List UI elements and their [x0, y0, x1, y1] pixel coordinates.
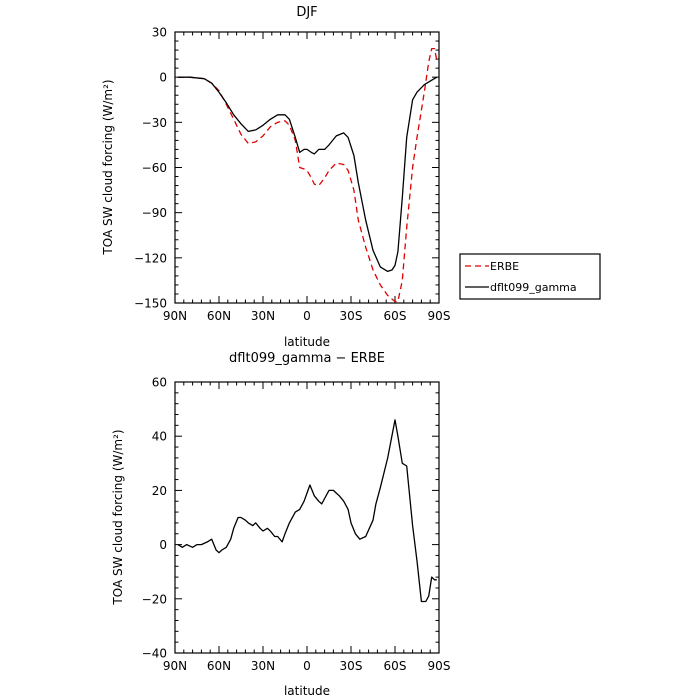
top-panel-ticks: 90N 60N 30N 0 30S 60S 90S 30 0 −30 −60 −90 −120 −150	[134, 26, 450, 324]
bottom-y-tick-label: 20	[152, 484, 167, 498]
top-x-tick-label: 0	[303, 309, 311, 323]
bottom-y-tick-label: −40	[142, 647, 167, 661]
top-x-tick-label: 30N	[251, 309, 275, 323]
bottom-y-tick-label: 0	[159, 538, 167, 552]
bottom-x-tick-label: 60N	[207, 659, 231, 673]
top-panel-ylabel: TOA SW cloud forcing (W/m²)	[101, 79, 115, 255]
bottom-panel-title: dflt099_gamma − ERBE	[229, 351, 385, 366]
bottom-panel-ylabel: TOA SW cloud forcing (W/m²)	[111, 429, 125, 605]
bottom-panel-frame	[174, 381, 440, 654]
top-series-line-erbe	[177, 47, 438, 303]
bottom-x-tick-label: 90N	[163, 659, 187, 673]
top-x-tick-label: 90S	[428, 309, 451, 323]
bottom-x-tick-label: 30N	[251, 659, 275, 673]
legend: ERBE dflt099_gamma	[459, 253, 601, 300]
top-x-tick-label: 60N	[207, 309, 231, 323]
top-y-tick-label: −30	[142, 116, 167, 130]
top-panel-lines	[177, 47, 438, 303]
bottom-x-tick-label: 0	[303, 659, 311, 673]
bottom-y-tick-label: 60	[152, 376, 167, 390]
top-y-tick-label: −60	[142, 161, 167, 175]
top-y-tick-label: 30	[152, 26, 167, 40]
top-x-tick-label: 90N	[163, 309, 187, 323]
bottom-x-tick-label: 90S	[428, 659, 451, 673]
bottom-y-tick-label: −20	[142, 592, 167, 606]
legend-frame	[459, 253, 601, 300]
top-panel-frame	[174, 31, 440, 304]
bottom-y-tick-label: 40	[152, 430, 167, 444]
top-y-tick-label: 0	[159, 71, 167, 85]
bottom-x-tick-label: 30S	[340, 659, 363, 673]
legend-model-label: dflt099_gamma	[490, 281, 577, 294]
top-series-line-dflt099-gamma	[177, 76, 438, 273]
top-y-tick-label: −150	[134, 297, 167, 311]
top-panel-xlabel: latitude	[284, 335, 330, 349]
top-panel-title: DJF	[296, 5, 317, 20]
bottom-x-tick-label: 60S	[384, 659, 407, 673]
bottom-panel-xlabel: latitude	[284, 684, 330, 698]
bottom-panel: dflt099_gamma − ERBE 90N 60N 30N 0 30S 60S 90S…	[111, 351, 450, 698]
top-x-tick-label: 30S	[340, 309, 363, 323]
bottom-panel-lines	[177, 419, 437, 603]
top-panel: DJF 90N 60N 30N 0 30S 60S 90S 30 0 −30 −60 −90 −120 −…	[101, 5, 450, 349]
bottom-panel-ticks: 90N 60N 30N 0 30S 60S 90S 60 40 20 0 −20 −40	[142, 376, 451, 674]
top-y-tick-label: −120	[134, 251, 167, 265]
top-y-tick-label: −90	[142, 206, 167, 220]
top-x-tick-label: 60S	[384, 309, 407, 323]
legend-erbe-label: ERBE	[490, 260, 519, 273]
bottom-series-line-difference	[177, 419, 437, 603]
